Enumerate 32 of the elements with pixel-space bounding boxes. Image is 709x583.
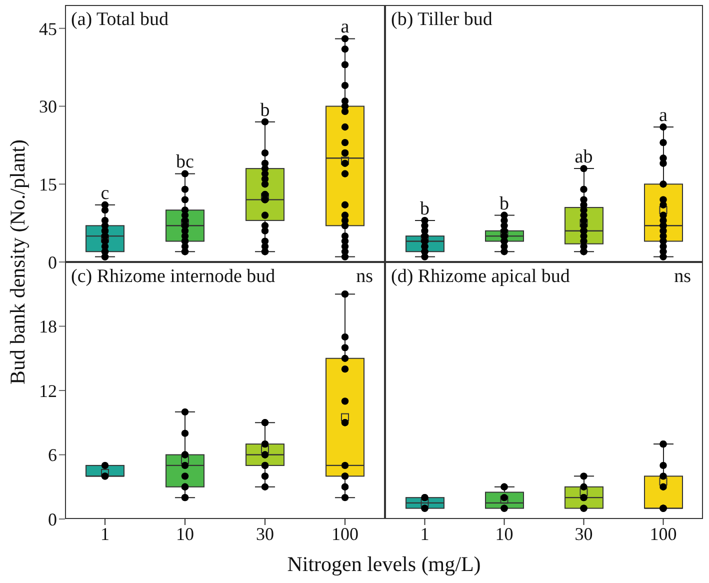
annotation: ab <box>574 146 593 168</box>
annotation: bc <box>176 152 194 173</box>
annotation: c <box>100 182 110 204</box>
y-tick-label: 6 <box>48 445 57 466</box>
y-tick-label: 0 <box>48 509 57 530</box>
x-tick-label: 30 <box>256 524 274 544</box>
chart-title: (d) Rhizome apical bud <box>391 266 570 288</box>
y-tick-label: 12 <box>39 380 57 401</box>
x-axis-title: Nitrogen levels (mg/L) <box>287 552 481 577</box>
y-axis-title: Bud bank density (No./plant) <box>6 140 30 384</box>
annotation: a <box>659 105 668 126</box>
annotation: ns <box>674 266 691 288</box>
annotation: ns <box>356 266 373 288</box>
x-tick-label: 1 <box>420 524 430 544</box>
y-tick-label: 30 <box>39 96 57 117</box>
x-tick-label: 100 <box>650 524 677 544</box>
annotation: b <box>420 198 430 220</box>
y-tick-label: 45 <box>39 18 57 39</box>
x-tick-label: 100 <box>332 524 358 544</box>
x-tick-label: 1 <box>100 524 110 544</box>
x-tick-label: 30 <box>574 524 593 544</box>
annotation: b <box>260 100 270 121</box>
chart-title: (b) Tiller bud <box>391 9 492 31</box>
annotation: a <box>340 16 350 38</box>
y-tick-label: 18 <box>39 316 57 337</box>
x-tick-label: 10 <box>176 524 194 544</box>
y-tick-label: 0 <box>48 252 57 272</box>
chart-title: (c) Rhizome internode bud <box>71 266 276 288</box>
y-tick-label: 15 <box>39 174 57 195</box>
annotation: b <box>500 193 509 214</box>
chart-title: (a) Total bud <box>71 9 169 31</box>
x-tick-label: 10 <box>495 524 514 544</box>
